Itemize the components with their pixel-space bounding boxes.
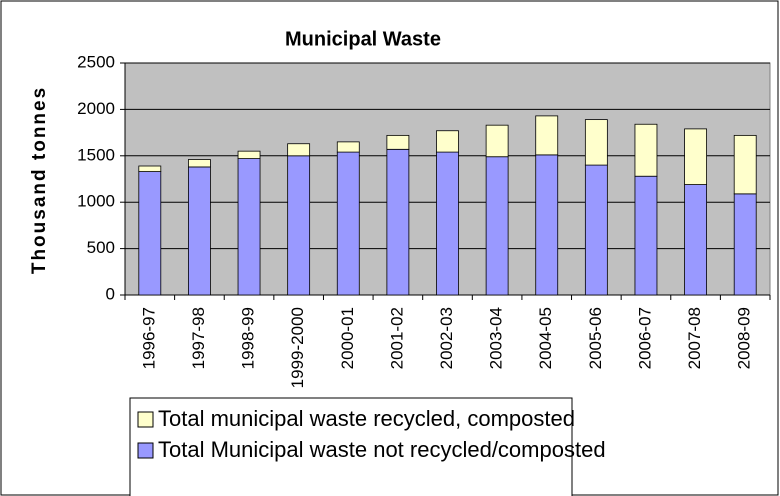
x-tick-label: 2000-01 bbox=[338, 307, 357, 369]
legend bbox=[129, 397, 573, 496]
x-tick-label: 2005-06 bbox=[586, 307, 605, 369]
bar-segment bbox=[336, 141, 360, 153]
x-tick-label: 2007-08 bbox=[685, 307, 704, 369]
bar-segment bbox=[138, 171, 162, 296]
x-tick-label: 2001-02 bbox=[387, 307, 406, 369]
bar-segment bbox=[287, 155, 311, 296]
x-tick-label: 1998-99 bbox=[239, 307, 258, 369]
x-tick-label: 2003-04 bbox=[487, 307, 506, 369]
bar-segment bbox=[733, 193, 757, 296]
bar-segment bbox=[188, 166, 211, 296]
y-axis-label: Thousand tonnes bbox=[29, 86, 50, 274]
bar-segment bbox=[386, 134, 410, 150]
legend-swatch bbox=[137, 442, 154, 459]
legend-label: Total municipal waste recycled, composte… bbox=[158, 406, 575, 431]
bar-segment bbox=[485, 156, 509, 296]
bar-segment bbox=[336, 151, 360, 296]
bar-segment bbox=[436, 130, 459, 153]
bar-segment bbox=[188, 159, 211, 168]
y-tick-label: 500 bbox=[87, 238, 115, 257]
bar-segment bbox=[684, 128, 707, 185]
bar-segment bbox=[138, 165, 162, 172]
bar-segment bbox=[436, 151, 459, 296]
bar-segment bbox=[684, 184, 707, 296]
bar-segment bbox=[584, 119, 608, 166]
y-tick-label: 0 bbox=[106, 284, 115, 303]
x-tick-label: 2008-09 bbox=[735, 307, 754, 369]
x-tick-label: 1997-98 bbox=[189, 307, 208, 369]
x-tick-label: 1996-97 bbox=[139, 307, 158, 369]
bar-segment bbox=[634, 123, 658, 177]
x-tick-label: 1999-2000 bbox=[288, 307, 307, 388]
x-tick-label: 2004-05 bbox=[536, 307, 555, 369]
y-tick-label: 2500 bbox=[77, 52, 115, 71]
bar-segment bbox=[535, 115, 559, 156]
y-tick-label: 1000 bbox=[77, 192, 115, 211]
y-tick-label: 1500 bbox=[77, 145, 115, 164]
legend-label: Total Municipal waste not recycled/compo… bbox=[158, 437, 606, 462]
bar-segment bbox=[733, 134, 757, 195]
bar-segment bbox=[386, 148, 410, 296]
bar-segment bbox=[584, 164, 608, 296]
chart-title: Municipal Waste bbox=[285, 28, 441, 50]
bar-segment bbox=[287, 143, 311, 157]
x-tick-label: 2006-07 bbox=[635, 307, 654, 369]
bar-segment bbox=[237, 150, 261, 159]
y-tick-label: 2000 bbox=[77, 99, 115, 118]
bar-segment bbox=[634, 175, 658, 296]
bar-segment bbox=[485, 124, 509, 158]
legend-swatch bbox=[137, 411, 154, 428]
x-tick-label: 2002-03 bbox=[437, 307, 456, 369]
bar-segment bbox=[535, 154, 559, 296]
bar-segment bbox=[237, 158, 261, 296]
